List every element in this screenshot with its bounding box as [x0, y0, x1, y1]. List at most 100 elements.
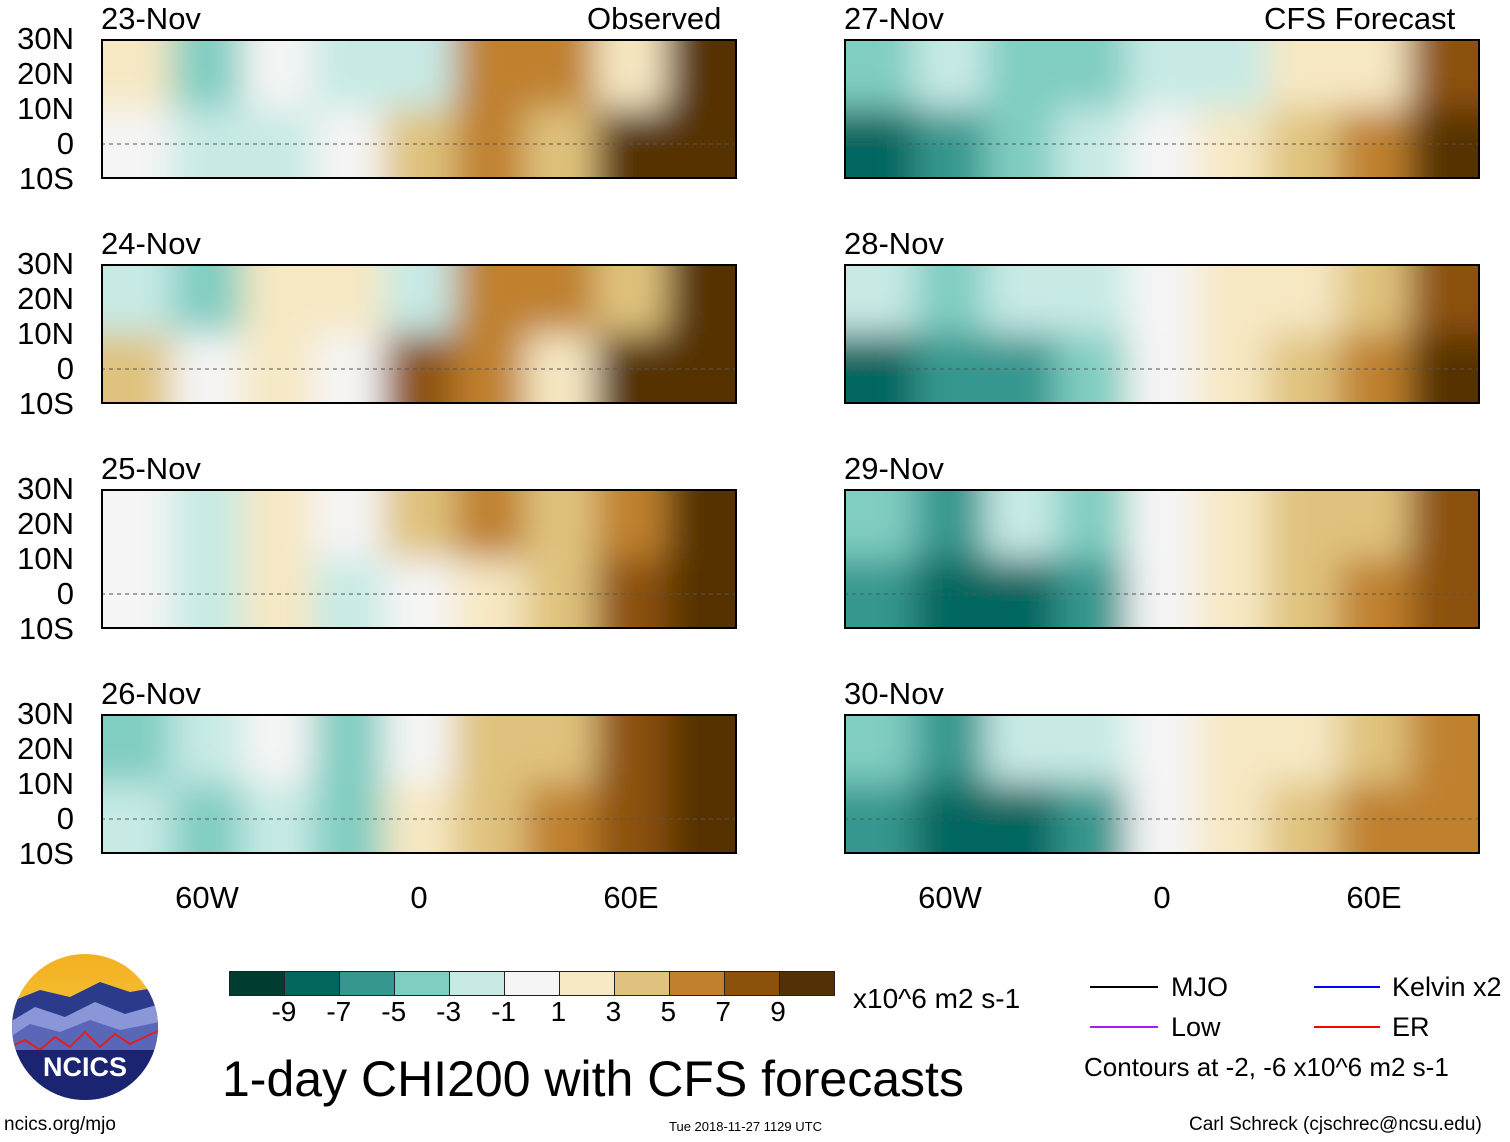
- colorbar-swatch: [395, 972, 450, 995]
- field-cell: [1126, 109, 1199, 179]
- field-cell: [313, 39, 385, 109]
- footer-author: Carl Schreck (cjschrec@ncsu.edu): [1189, 1114, 1482, 1135]
- field-cell: [454, 334, 526, 404]
- lat-tick-label: 30N: [17, 246, 74, 281]
- field-cell: [525, 264, 597, 334]
- field-cell: [595, 39, 668, 109]
- svg-text:NCICS: NCICS: [43, 1052, 127, 1082]
- field-cell: [985, 39, 1057, 109]
- panel-frame: [844, 714, 1480, 854]
- field-cell: [1126, 334, 1199, 404]
- colorbar-swatch: [780, 972, 834, 995]
- field-cell: [1056, 784, 1128, 854]
- field-cell: [313, 489, 385, 559]
- field-cell: [1197, 559, 1269, 629]
- lon-tick-label: 60E: [1346, 880, 1402, 915]
- field-cell: [914, 264, 987, 334]
- panel-frame: [844, 39, 1480, 179]
- panel-frame: [844, 489, 1480, 629]
- field-cell: [1126, 39, 1199, 109]
- field-cell: [1056, 109, 1128, 179]
- map-panel-25-Nov: [101, 489, 737, 629]
- field-cell: [454, 39, 526, 109]
- field-cell: [383, 559, 456, 629]
- field-cell: [1409, 489, 1480, 559]
- panel-date: 29-Nov: [844, 451, 944, 486]
- lat-tick-label: 30N: [17, 471, 74, 506]
- legend-low: Low: [1171, 1012, 1221, 1042]
- field-cell: [844, 714, 916, 784]
- lat-tick-label: 10N: [17, 541, 74, 576]
- colorbar-tick-label: -1: [491, 996, 516, 1027]
- figure-title: 1-day CHI200 with CFS forecasts: [222, 1051, 964, 1107]
- colorbar: [229, 971, 835, 996]
- field-cell: [313, 784, 385, 854]
- legend-er: ER: [1392, 1012, 1430, 1042]
- field-cell: [595, 489, 668, 559]
- legend-mjo: MJO: [1171, 972, 1228, 1002]
- field-cell: [454, 264, 526, 334]
- field-cell: [383, 714, 456, 784]
- map-panel-27-Nov: [844, 39, 1480, 179]
- colorbar-tick-label: -3: [436, 996, 462, 1027]
- field-cell: [844, 39, 916, 109]
- field-cell: [1268, 39, 1340, 109]
- field-cell: [1056, 489, 1128, 559]
- field-cell: [171, 489, 244, 559]
- colorbar-tick-label: -7: [326, 996, 352, 1027]
- field-cell: [1197, 489, 1269, 559]
- footer-timestamp: Tue 2018-11-27 1129 UTC: [669, 1119, 822, 1134]
- footer-url[interactable]: ncics.org/mjo: [4, 1114, 116, 1135]
- lat-tick-label: 10N: [17, 766, 74, 801]
- field-cell: [454, 559, 526, 629]
- lon-tick-label: 60E: [603, 880, 659, 915]
- lat-tick-label: 30N: [17, 21, 74, 56]
- field-cell: [242, 264, 314, 334]
- field-cell: [1126, 264, 1199, 334]
- lat-tick-label: 10S: [18, 161, 74, 196]
- observed-label: Observed: [587, 1, 722, 36]
- field-cell: [383, 39, 456, 109]
- field-cell: [101, 489, 173, 559]
- map-panel-26-Nov: [101, 714, 737, 854]
- panel-frame: [844, 264, 1480, 404]
- lat-tick-label: 20N: [17, 56, 74, 91]
- field-cell: [914, 489, 987, 559]
- field-cell: [1268, 264, 1340, 334]
- field-cell: [454, 784, 526, 854]
- lat-tick-label: 20N: [17, 506, 74, 541]
- field-cell: [1338, 489, 1411, 559]
- panel-frame: [101, 489, 737, 629]
- kelvin-line-sample: [1314, 986, 1380, 988]
- lat-tick-label: 10S: [18, 836, 74, 871]
- colorbar-swatch: [340, 972, 395, 995]
- lat-tick-label: 20N: [17, 731, 74, 766]
- lon-tick-label: 60W: [175, 880, 239, 915]
- lat-tick-label: 0: [56, 576, 74, 611]
- colorbar-tick-label: 7: [715, 996, 731, 1027]
- colorbar-tick-label: -5: [381, 996, 407, 1027]
- field-cell: [1338, 264, 1411, 334]
- map-panel-29-Nov: [844, 489, 1480, 629]
- colorbar-tick-label: 3: [605, 996, 622, 1027]
- field-cell: [914, 714, 987, 784]
- colorbar-units: x10^6 m2 s-1: [853, 983, 1021, 1014]
- colorbar-swatch: [450, 972, 505, 995]
- field-cell: [242, 39, 314, 109]
- lon-tick-label: 0: [1153, 880, 1171, 915]
- lat-tick-label: 10S: [18, 386, 74, 421]
- field-cell: [454, 109, 526, 179]
- field-cell: [666, 489, 737, 559]
- lat-tick-label: 0: [56, 801, 74, 836]
- field-cell: [1126, 559, 1199, 629]
- field-cell: [1268, 714, 1340, 784]
- field-cell: [101, 264, 173, 334]
- field-cell: [1056, 39, 1128, 109]
- field-cell: [171, 714, 244, 784]
- colorbar-tick-label: 9: [770, 996, 786, 1027]
- field-cell: [1197, 39, 1269, 109]
- field-cell: [595, 714, 668, 784]
- contour-note: Contours at -2, -6 x10^6 m2 s-1: [1084, 1052, 1449, 1082]
- panel-date: 23-Nov: [101, 1, 201, 36]
